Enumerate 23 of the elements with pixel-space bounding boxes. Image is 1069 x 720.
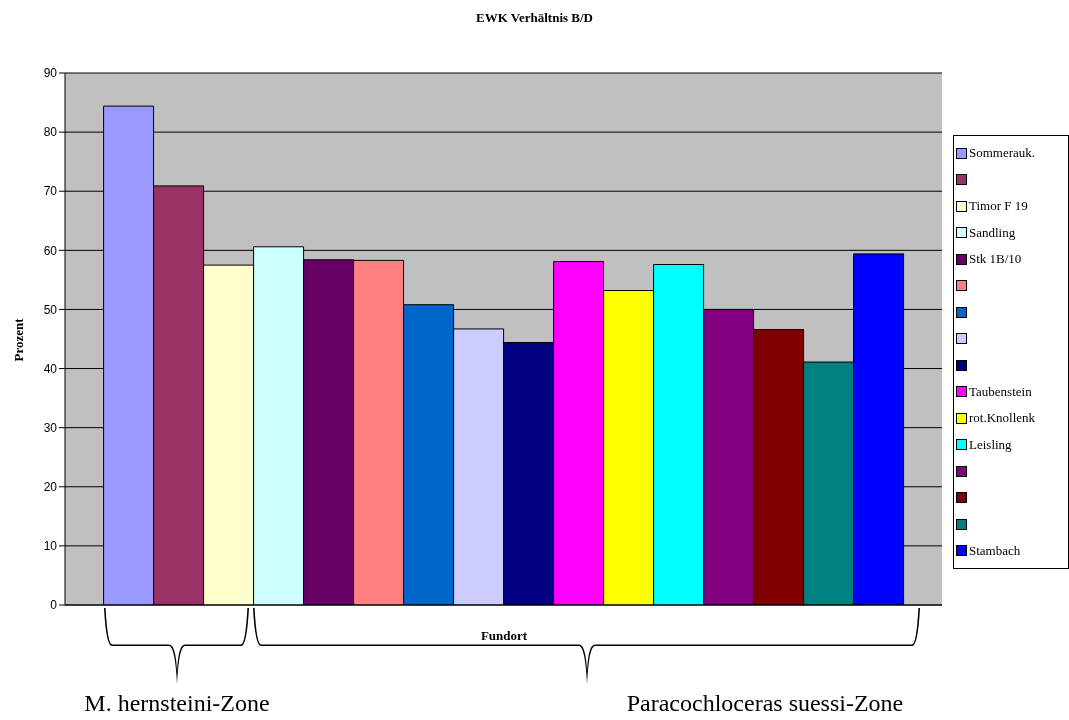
chart-title: EWK Verhältnis B/D — [475, 10, 594, 26]
y-tick-label: 30 — [43, 420, 58, 435]
legend-label: Taubenstein — [969, 383, 1032, 400]
legend-label: Stambach — [969, 542, 1021, 559]
legend-label: rot.Knollenk — [969, 410, 1036, 427]
y-tick-label: 20 — [43, 480, 58, 495]
y-tick-label: 50 — [43, 302, 58, 317]
text: M. hernsteini-Zone — [83, 690, 271, 717]
y-tick-label: 70 — [43, 184, 58, 199]
y-tick-label: 80 — [43, 125, 58, 140]
y-tick-label: 90 — [43, 66, 58, 81]
x-axis-title: Fundort — [479, 628, 529, 644]
text: Paracochloceras suessi-Zone — [625, 690, 905, 717]
y-tick-label: 0 — [50, 598, 58, 613]
legend-label: Sommerauk. — [969, 145, 1036, 162]
y-tick-label: 40 — [43, 361, 58, 376]
legend-label: Sandling — [969, 224, 1016, 241]
legend-label: Leisling — [969, 436, 1012, 453]
y-tick-label: 10 — [43, 539, 58, 554]
y-tick-label: 60 — [43, 243, 58, 258]
y-axis-title: Prozent — [11, 318, 27, 362]
legend-label: Timor F 19 — [969, 198, 1028, 215]
legend-label: Stk 1B/10 — [969, 251, 1022, 268]
